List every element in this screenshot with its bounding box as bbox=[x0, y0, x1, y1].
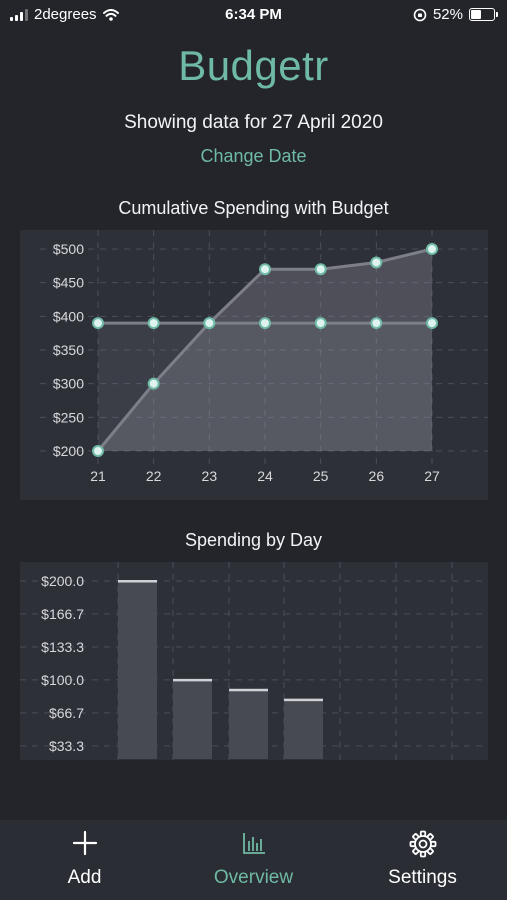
y-tick-label: $450 bbox=[53, 275, 84, 291]
day-bar bbox=[284, 699, 323, 759]
budget-point bbox=[426, 317, 438, 330]
battery-icon bbox=[469, 8, 498, 21]
cumulative-point bbox=[314, 263, 327, 276]
tab-add[interactable]: Add bbox=[0, 820, 169, 900]
y-tick-label: $300 bbox=[53, 376, 84, 392]
gear-icon bbox=[338, 830, 507, 860]
y-tick-label: $33.3 bbox=[49, 738, 84, 754]
orientation-lock-icon bbox=[413, 8, 427, 21]
cumulative-area bbox=[98, 249, 432, 451]
plus-icon bbox=[0, 830, 169, 860]
day-bar-cap bbox=[173, 678, 212, 682]
cumulative-point bbox=[426, 243, 438, 255]
x-tick-label: 27 bbox=[424, 468, 440, 484]
gear-body bbox=[413, 835, 432, 853]
cumulative-point bbox=[259, 263, 271, 276]
cumulative-point bbox=[92, 445, 104, 457]
x-tick-label: 22 bbox=[146, 468, 162, 484]
day-bar bbox=[118, 581, 157, 759]
tab-add-label: Add bbox=[67, 867, 102, 888]
tab-bar: Add Overview Settings bbox=[0, 820, 507, 900]
budget-point bbox=[92, 317, 104, 330]
y-tick-label: $200.0 bbox=[41, 573, 84, 589]
x-tick-label: 25 bbox=[313, 468, 329, 484]
status-bar: 2degrees 6:34 PM 52% bbox=[0, 0, 507, 28]
day-bar bbox=[229, 689, 268, 759]
status-time: 6:34 PM bbox=[225, 6, 282, 23]
day-bar-cap bbox=[118, 580, 157, 583]
spending-by-day-chart: $200.0 $166.7 $133.3 $100.0 $66.7 $33.3 bbox=[20, 562, 488, 760]
cumulative-chart-title: Cumulative Spending with Budget bbox=[118, 198, 389, 218]
y-tick-label: $350 bbox=[53, 342, 84, 358]
tab-overview[interactable]: Overview bbox=[169, 820, 338, 900]
budget-area bbox=[98, 323, 432, 451]
x-tick-label: 23 bbox=[202, 468, 218, 484]
day-bar bbox=[173, 679, 212, 759]
budget-point bbox=[370, 317, 383, 330]
y-tick-label: $100.0 bbox=[41, 672, 84, 688]
x-tick-label: 24 bbox=[257, 468, 273, 484]
x-tick-label: 21 bbox=[90, 468, 106, 484]
y-tick-label: $133.3 bbox=[41, 639, 84, 655]
battery-percent: 52% bbox=[432, 6, 463, 23]
app-title: Budgetr bbox=[178, 42, 329, 89]
tab-settings-label: Settings bbox=[388, 867, 457, 888]
carrier-label: 2degrees bbox=[34, 6, 97, 23]
y-tick-label: $166.7 bbox=[41, 606, 84, 622]
bar-chart-icon bbox=[169, 830, 338, 860]
cumulative-spending-chart: $500 $450 $400 $350 $300 $250 $200 21 22 23 24 25 26… bbox=[40, 230, 488, 484]
cumulative-point bbox=[370, 256, 383, 269]
daily-chart-container: $200.0 $166.7 $133.3 $100.0 $66.7 $33.3 bbox=[20, 562, 488, 760]
gear-hole bbox=[418, 839, 427, 849]
day-bar-cap bbox=[284, 698, 323, 702]
y-tick-label: $66.7 bbox=[49, 705, 84, 721]
y-tick-label: $250 bbox=[53, 409, 84, 425]
signal-icon bbox=[10, 8, 28, 21]
day-bar-cap bbox=[229, 688, 268, 692]
status-right: 52% bbox=[413, 6, 498, 23]
battery-fill bbox=[471, 10, 482, 19]
cumulative-chart-container: $500 $450 $400 $350 $300 $250 $200 21 22 23 24 25 26… bbox=[20, 230, 488, 500]
budget-point bbox=[147, 317, 160, 330]
x-tick-label: 26 bbox=[369, 468, 385, 484]
status-left: 2degrees bbox=[10, 6, 119, 23]
wifi-icon bbox=[102, 8, 119, 21]
budget-point bbox=[314, 317, 327, 330]
cumulative-point bbox=[203, 317, 216, 330]
daily-chart-title: Spending by Day bbox=[184, 530, 323, 550]
cumulative-point bbox=[147, 377, 160, 390]
y-tick-label: $400 bbox=[53, 308, 84, 324]
change-date-button[interactable]: Change Date bbox=[200, 146, 307, 166]
budget-point bbox=[259, 317, 271, 330]
tab-settings[interactable]: Settings bbox=[338, 820, 507, 900]
date-subtitle: Showing data for 27 April 2020 bbox=[124, 112, 383, 133]
y-tick-label: $200 bbox=[53, 443, 84, 459]
tab-overview-label: Overview bbox=[213, 867, 294, 888]
y-tick-label: $500 bbox=[53, 241, 84, 257]
